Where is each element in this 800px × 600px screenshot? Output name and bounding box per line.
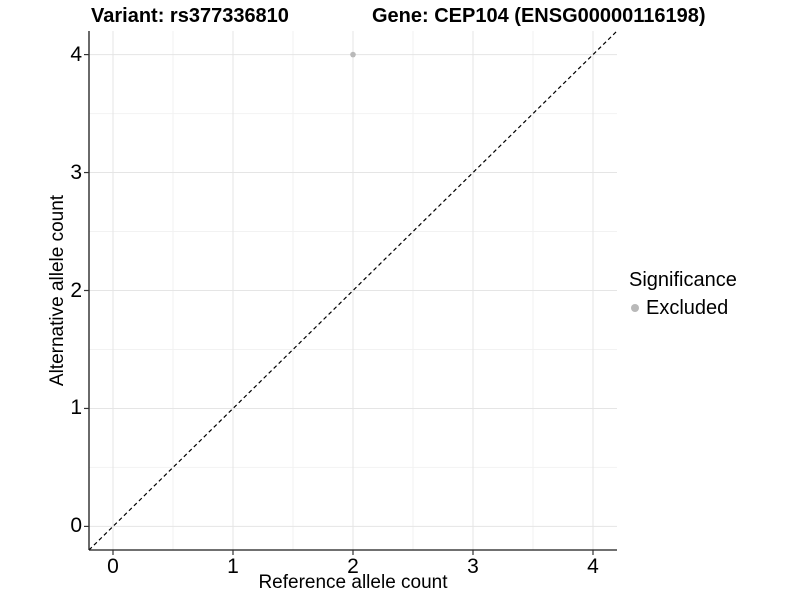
legend-entry-label: Excluded: [646, 297, 729, 319]
y-tick-label: 3: [70, 160, 82, 184]
legend-title: Significance: [629, 269, 737, 291]
x-tick-label: 2: [347, 555, 359, 578]
x-tick-label: 1: [227, 555, 239, 578]
data-point: [350, 51, 356, 58]
y-tick-label: 0: [70, 514, 82, 538]
x-axis-title: Reference allele count: [258, 572, 448, 593]
plot-title-gene: Gene: CEP104 (ENSG00000116198): [372, 5, 706, 27]
x-tick-label: 3: [467, 555, 479, 578]
x-tick-label: 4: [587, 555, 599, 578]
plot-title-variant: Variant: rs377336810: [91, 5, 289, 27]
y-tick-label: 4: [70, 42, 82, 66]
legend: Significance Excluded: [629, 268, 737, 320]
identity-dashed-line: [88, 30, 618, 551]
x-tick-label: 0: [107, 555, 119, 578]
legend-point-icon: [631, 304, 639, 312]
legend-entry-excluded: Excluded: [629, 296, 737, 320]
y-axis-title: Alternative allele count: [47, 194, 68, 387]
y-tick-label: 2: [70, 278, 82, 302]
y-tick-label: 1: [70, 396, 82, 420]
